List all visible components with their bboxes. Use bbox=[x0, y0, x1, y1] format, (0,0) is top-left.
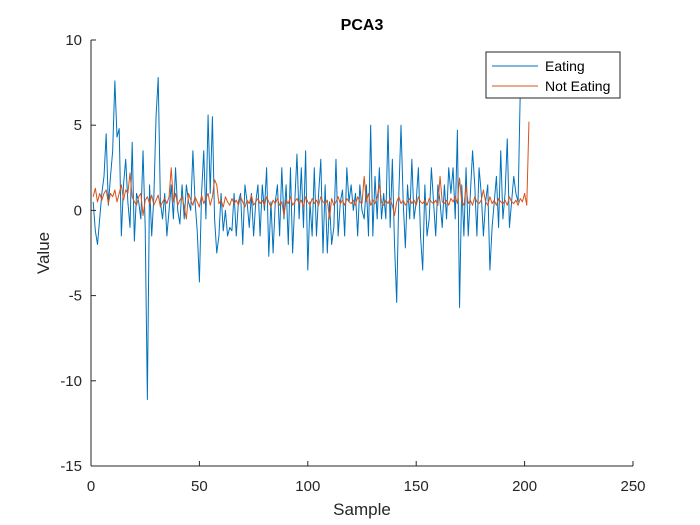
y-tick-label: -5 bbox=[69, 288, 82, 305]
x-tick-label: 250 bbox=[620, 478, 645, 495]
y-tick-label: 5 bbox=[74, 117, 82, 134]
legend-box bbox=[485, 51, 621, 99]
y-tick-label: -15 bbox=[60, 458, 82, 475]
legend[interactable]: Eating Not Eating bbox=[485, 51, 621, 99]
legend-label-eating: Eating bbox=[545, 58, 585, 74]
y-tick-label: -10 bbox=[60, 373, 82, 390]
y-tick-label: 0 bbox=[74, 202, 82, 219]
y-tick-label: 10 bbox=[65, 32, 82, 49]
x-tick-label: 100 bbox=[295, 478, 320, 495]
chart-title: PCA3 bbox=[341, 17, 384, 34]
x-tick-label: 50 bbox=[191, 478, 208, 495]
series-line-not-eating bbox=[92, 121, 530, 220]
axes-layer: 0 50 100 150 200 250 -15 -10 -5 0 5 10 bbox=[60, 32, 645, 495]
x-tick-label: 150 bbox=[404, 478, 429, 495]
series-line-eating bbox=[92, 76, 521, 401]
x-tick-label: 200 bbox=[512, 478, 537, 495]
legend-label-not-eating: Not Eating bbox=[545, 78, 610, 94]
series-layer bbox=[92, 76, 530, 401]
y-axis-label: Value bbox=[34, 232, 53, 274]
x-axis-label: Sample bbox=[333, 500, 391, 519]
x-tick-label: 0 bbox=[87, 478, 95, 495]
